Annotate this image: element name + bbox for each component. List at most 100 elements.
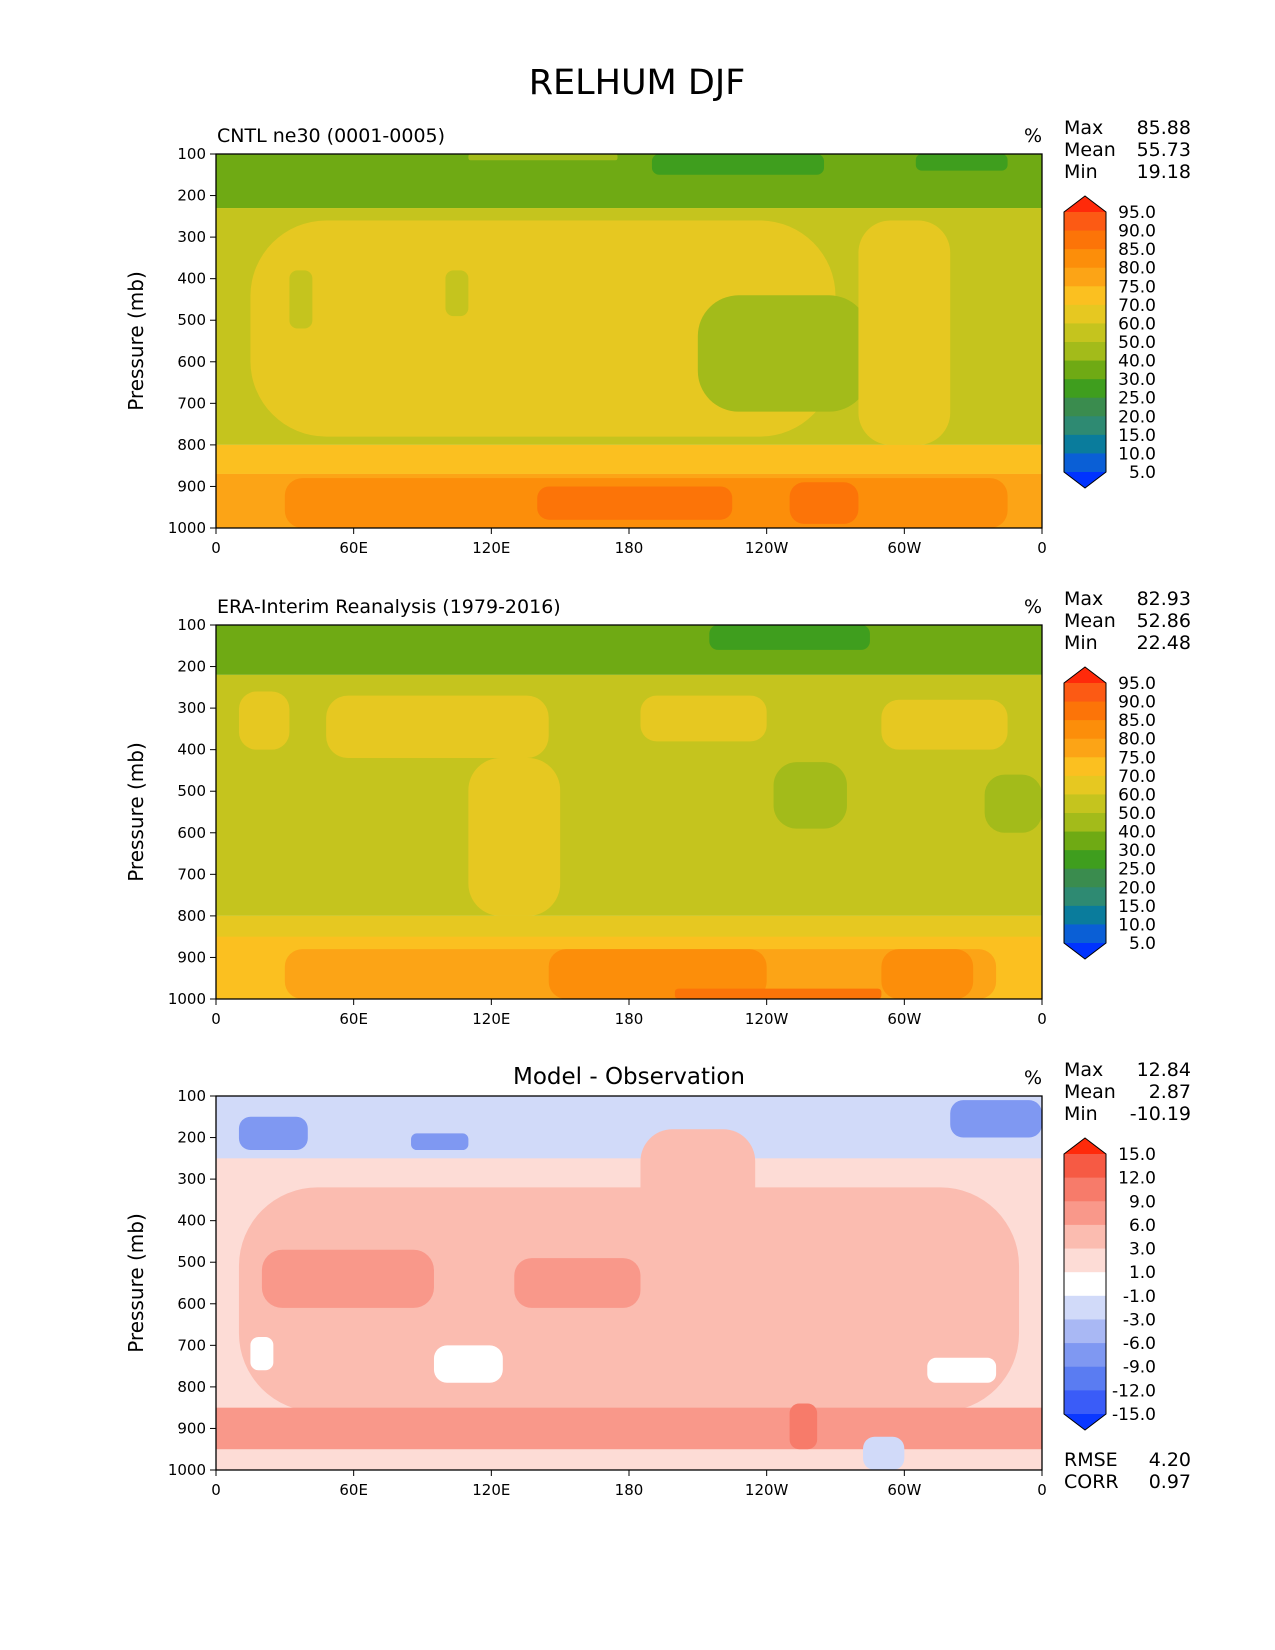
x-tick-label: 0 xyxy=(1037,1010,1047,1028)
colorbar-extend-min xyxy=(1064,943,1106,959)
contour-region-10 xyxy=(984,774,1042,833)
contour-region-3 xyxy=(651,154,825,175)
colorbar-label: 15.0 xyxy=(1118,1145,1156,1165)
contour-region-6 xyxy=(640,695,767,742)
colorbar-segment xyxy=(1064,720,1106,740)
colorbar-segment xyxy=(1064,1272,1106,1297)
panel-title: ERA-Interim Reanalysis (1979-2016) xyxy=(217,596,561,618)
contour-region-15 xyxy=(881,949,974,999)
y-tick-label: 600 xyxy=(177,1295,206,1313)
x-tick-label: 180 xyxy=(615,1010,644,1028)
x-tick-label: 60E xyxy=(339,539,368,557)
stat-name: Max xyxy=(1064,588,1103,610)
y-tick-label: 200 xyxy=(177,1129,206,1147)
x-tick-label: 120E xyxy=(472,1481,510,1499)
colorbar-label: -3.0 xyxy=(1123,1310,1156,1330)
colorbar-segment xyxy=(1064,230,1106,250)
colorbar-segment xyxy=(1064,434,1106,454)
colorbar-segment xyxy=(1064,868,1106,888)
colorbar-extend-max xyxy=(1064,1138,1106,1154)
units-label: % xyxy=(1024,125,1042,147)
colorbar-segment xyxy=(1064,831,1106,851)
y-tick-label: 900 xyxy=(177,948,206,966)
contour-region-2 xyxy=(238,1116,308,1151)
colorbar-label: 85.0 xyxy=(1118,240,1156,260)
x-tick-label: 60W xyxy=(887,1481,921,1499)
contour-region-10 xyxy=(250,1337,274,1371)
x-tick-label: 60W xyxy=(887,1010,921,1028)
colorbar-label: 30.0 xyxy=(1118,370,1156,390)
colorbar-segment xyxy=(1064,1390,1106,1415)
colorbar-label: 5.0 xyxy=(1129,934,1156,954)
panel-title: Model - Observation xyxy=(513,1064,745,1090)
y-tick-label: 700 xyxy=(177,394,206,412)
panel-title: CNTL ne30 (0001-0005) xyxy=(217,125,445,147)
colorbar-segment xyxy=(1064,1343,1106,1368)
colorbar: -15.0 -12.0 -9.0 -6.0 -3.0 -1.0 1.0 3.0 6.0 9.0 12… xyxy=(1063,1137,1156,1431)
x-tick-label: 120W xyxy=(745,1010,789,1028)
colorbar-label: 25.0 xyxy=(1118,860,1156,880)
colorbar-segment xyxy=(1064,360,1106,380)
x-tick-label: 120W xyxy=(745,1481,789,1499)
colorbar-label: 25.0 xyxy=(1118,389,1156,409)
x-tick-label: 0 xyxy=(211,1481,221,1499)
colorbar-segment xyxy=(1064,1295,1106,1320)
colorbar-segment xyxy=(1064,850,1106,870)
contour-region-1 xyxy=(216,625,1042,675)
y-tick-label: 500 xyxy=(177,782,206,800)
contour-region-7 xyxy=(881,699,1008,750)
colorbar-segment xyxy=(1064,1224,1106,1250)
colorbar-segment xyxy=(1064,1201,1106,1226)
contour-region-15 xyxy=(789,482,859,524)
panel-3: Model - Observation % 100 200 300 400 500 600 70… xyxy=(124,1059,1191,1499)
colorbar-label: -15.0 xyxy=(1112,1405,1156,1425)
colorbar-segment xyxy=(1064,304,1106,324)
colorbar-segment xyxy=(1064,1154,1106,1179)
contour-region-7 xyxy=(640,1129,756,1221)
contour-region-14 xyxy=(537,486,733,520)
colorbar-label: 90.0 xyxy=(1118,222,1156,242)
colorbar-label: -1.0 xyxy=(1123,1287,1156,1307)
y-tick-label: 500 xyxy=(177,311,206,329)
figure-title: RELHUM DJF xyxy=(529,63,746,103)
colorbar-label: 30.0 xyxy=(1118,841,1156,861)
colorbar-label: 15.0 xyxy=(1118,897,1156,917)
contour-region-11 xyxy=(433,1345,503,1383)
colorbar-segment xyxy=(1064,379,1106,399)
colorbar-segment xyxy=(1064,323,1106,343)
x-tick-label: 180 xyxy=(615,539,644,557)
colorbar-label: 75.0 xyxy=(1118,277,1156,297)
colorbar-segment xyxy=(1064,267,1106,287)
colorbar-segment xyxy=(1064,1177,1106,1202)
colorbar-segment xyxy=(1064,416,1106,436)
stat-name: Min xyxy=(1064,1103,1098,1125)
stat-value: 52.86 xyxy=(1137,610,1191,632)
units-label: % xyxy=(1024,596,1042,618)
colorbar-label: 20.0 xyxy=(1118,878,1156,898)
colorbar-segment xyxy=(1064,775,1106,795)
colorbar-label: 80.0 xyxy=(1118,259,1156,279)
colorbar-label: 40.0 xyxy=(1118,823,1156,843)
stat-name: Max xyxy=(1064,1059,1103,1081)
colorbar-segment xyxy=(1064,453,1106,473)
contour-region-8 xyxy=(468,757,561,916)
colorbar-segment xyxy=(1064,249,1106,269)
y-tick-label: 1000 xyxy=(168,519,206,537)
colorbar-label: 60.0 xyxy=(1118,314,1156,334)
colorbar-label: 95.0 xyxy=(1118,674,1156,694)
colorbar-label: 95.0 xyxy=(1118,203,1156,223)
colorbar-segment xyxy=(1064,286,1106,306)
stat-name: Mean xyxy=(1064,1081,1116,1103)
colorbar-segment xyxy=(1064,738,1106,758)
panel-1: CNTL ne30 (0001-0005) % 100 200 300 400 500 600… xyxy=(124,117,1191,557)
colorbar-label: 85.0 xyxy=(1118,711,1156,731)
colorbar-segment xyxy=(1064,813,1106,833)
colorbar-segment xyxy=(1064,1366,1106,1391)
y-tick-label: 900 xyxy=(177,477,206,495)
x-tick-label: 60E xyxy=(339,1481,368,1499)
x-tick-label: 0 xyxy=(1037,539,1047,557)
y-tick-label: 300 xyxy=(177,699,206,717)
contour-region-4 xyxy=(915,154,1008,171)
contour-region-3 xyxy=(411,1133,469,1151)
colorbar-segment xyxy=(1064,887,1106,907)
